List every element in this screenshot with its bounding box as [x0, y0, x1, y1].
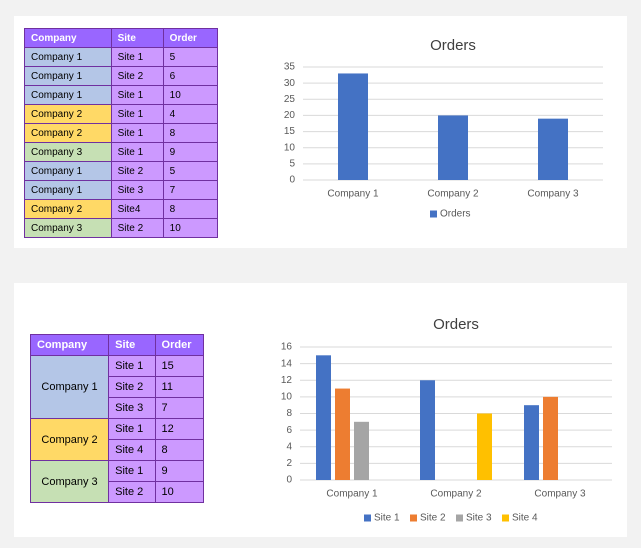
y-tick-label: 4	[286, 441, 292, 452]
y-tick-label: 10	[281, 392, 293, 403]
legend-swatch	[502, 514, 509, 522]
y-tick-label: 2	[286, 458, 292, 469]
table-cell: Site 4	[108, 439, 156, 461]
x-tick-label: Company 1	[326, 489, 378, 500]
legend-label: Site 1	[374, 513, 400, 524]
y-tick-label: 8	[286, 408, 292, 419]
table-cell: Site 1	[110, 123, 164, 143]
y-tick-label: 25	[284, 94, 296, 105]
table-cell: Site 1	[108, 355, 156, 377]
table-row: Company Site Order	[29, 334, 205, 356]
bar	[524, 405, 539, 480]
table-cell: Company 1	[24, 47, 112, 67]
bar	[477, 413, 492, 480]
y-tick-label: 30	[284, 78, 296, 89]
x-tick-label: Company 2	[427, 189, 479, 200]
x-tick-label: Company 2	[430, 489, 482, 500]
header-cell: Order	[162, 28, 219, 48]
table-cell: 12	[154, 418, 205, 440]
x-tick-label: Company 3	[527, 189, 579, 200]
table-cell: 8	[162, 199, 219, 219]
table-row: Company 3 Site 2 10	[24, 218, 219, 238]
bar	[354, 421, 369, 480]
x-tick-label: Company 3	[534, 489, 586, 500]
table-cell: 15	[154, 355, 205, 377]
table-cell: Site 1	[108, 460, 156, 482]
table-cell: Site 2	[110, 66, 164, 86]
y-tick-label: 15	[284, 126, 296, 137]
y-tick-label: 0	[289, 175, 295, 186]
bar	[538, 118, 568, 180]
table-cell: Site 1	[110, 47, 164, 67]
y-tick-label: 35	[284, 62, 296, 73]
table-cell: Site 3	[108, 397, 156, 419]
header-cell: Company	[29, 334, 110, 356]
bar	[420, 380, 435, 480]
table-cell: Company 3	[24, 218, 112, 238]
table-row: Company 1 Site 1 10	[24, 85, 219, 105]
bar	[335, 388, 350, 480]
chart-title: Orders	[433, 316, 479, 333]
y-tick-label: 10	[284, 142, 296, 153]
legend-label: Orders	[440, 209, 471, 220]
chart-title: Orders	[430, 37, 476, 54]
bar	[438, 115, 468, 180]
table-cell: Company 1	[29, 355, 110, 419]
y-tick-label: 6	[286, 425, 292, 436]
table-cell: Company 1	[24, 180, 112, 200]
table-cell: Site 3	[110, 180, 164, 200]
table-cell: 6	[162, 66, 219, 86]
legend-label: Site 3	[466, 513, 492, 524]
table-cell: 10	[154, 481, 205, 503]
table-cell: 10	[162, 85, 219, 105]
table-cell: 4	[162, 104, 219, 124]
header-cell: Site	[108, 334, 156, 356]
table-cell: 9	[154, 460, 205, 482]
bar	[316, 355, 331, 480]
table-cell: Site 1	[110, 104, 164, 124]
y-tick-label: 5	[289, 158, 295, 169]
table-cell: Company 3	[29, 460, 110, 503]
legend-swatch	[410, 514, 417, 522]
table-cell: 7	[154, 397, 205, 419]
legend-label: Site 2	[420, 513, 446, 524]
y-tick-label: 12	[281, 375, 293, 386]
table-cell: Company 1	[24, 85, 112, 105]
x-tick-label: Company 1	[327, 189, 379, 200]
bar	[543, 396, 558, 480]
y-tick-label: 14	[281, 358, 293, 369]
table-cell: Company 1	[24, 66, 112, 86]
legend-swatch	[456, 514, 463, 522]
y-tick-label: 0	[286, 475, 292, 486]
table-cell: Company 3	[24, 142, 112, 162]
table: Company Site Order Company 1 Site 1 5 Company …	[24, 28, 219, 238]
table-row: Site 2 10	[31, 481, 205, 503]
y-tick-label: 16	[281, 342, 293, 353]
legend-label: Site 4	[512, 513, 538, 524]
table-cell: Company 2	[29, 418, 110, 461]
legend-swatch	[430, 210, 437, 218]
table-cell: 8	[154, 439, 205, 461]
legend-swatch	[364, 514, 371, 522]
table-cell: Site 1	[110, 85, 164, 105]
table-cell: 10	[162, 218, 219, 238]
bar	[338, 73, 368, 180]
table-row: Company 1 Site 1 15	[29, 355, 205, 419]
y-tick-label: 20	[284, 110, 296, 121]
